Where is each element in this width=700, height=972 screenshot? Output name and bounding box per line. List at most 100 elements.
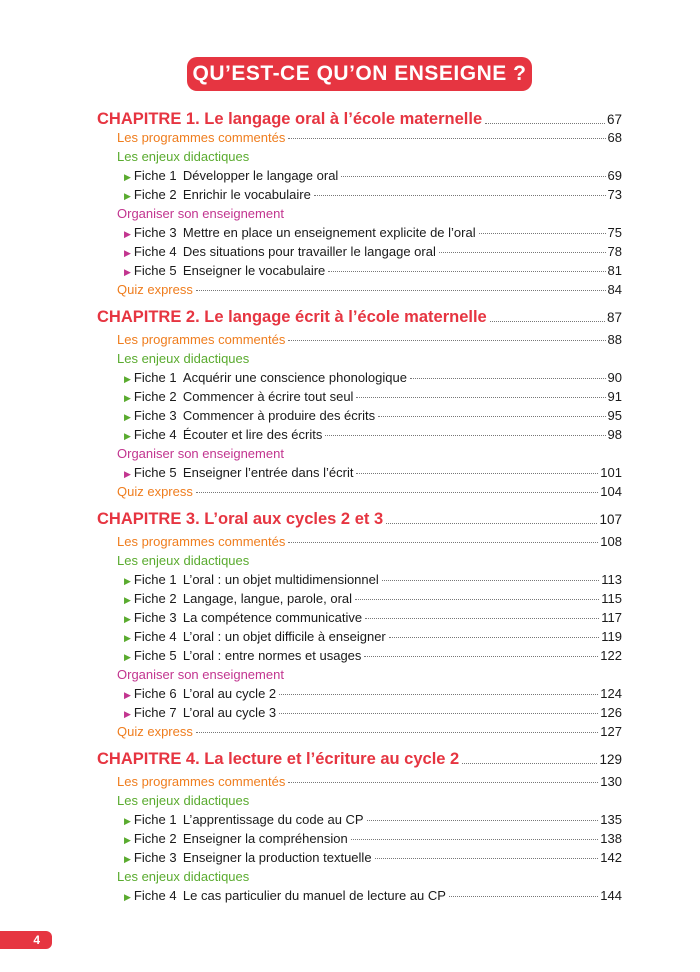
toc-fiche-entry[interactable]: ▶ Fiche 5 Enseigner l’entrée dans l’écrit 1…: [97, 465, 622, 484]
page-title: QU’EST-CE QU’ON ENSEIGNE ?: [192, 62, 527, 85]
triangle-bullet-icon: ▶: [124, 393, 131, 403]
section-label: Les enjeux didactiques: [117, 869, 250, 884]
triangle-bullet-icon: ▶: [124, 595, 131, 605]
fiche-page: 135: [600, 812, 622, 827]
fiche-page: 75: [607, 225, 622, 240]
fiche-title: L’oral : entre normes et usages: [182, 648, 362, 663]
section-label: Organiser son enseignement: [117, 206, 284, 221]
toc-section[interactable]: Les programmes commentés 130: [97, 774, 622, 793]
toc-section[interactable]: Quiz express 84: [97, 282, 622, 301]
chapter-heading[interactable]: CHAPITRE 1. Le langage oral à l’école ma…: [97, 108, 622, 130]
toc-section: Les enjeux didactiques: [97, 553, 622, 572]
toc-section[interactable]: Les programmes commentés 108: [97, 534, 622, 553]
toc-fiche-entry[interactable]: ▶ Fiche 3 Commencer à produire des écrits 9…: [97, 408, 622, 427]
fiche-label-group: ▶ Fiche 3 Commencer à produire des écrits: [124, 408, 375, 423]
fiche-label-group: ▶ Fiche 2 Commencer à écrire tout seul: [124, 389, 353, 404]
toc-fiche-entry[interactable]: ▶ Fiche 1 L’apprentissage du code au CP 135: [97, 812, 622, 831]
fiche-number: Fiche 4: [133, 427, 177, 442]
toc-fiche-entry[interactable]: ▶ Fiche 4 Des situations pour travailler l…: [97, 244, 622, 263]
triangle-bullet-icon: ▶: [124, 816, 131, 826]
chapter-heading[interactable]: CHAPITRE 3. L’oral aux cycles 2 et 3 107: [97, 503, 622, 534]
section-page: 130: [600, 774, 622, 789]
fiche-title: L’oral : un objet difficile à enseigner: [182, 629, 386, 644]
toc-fiche-entry[interactable]: ▶ Fiche 3 La compétence communicative 117: [97, 610, 622, 629]
toc-section: Organiser son enseignement: [97, 446, 622, 465]
dot-leader: [313, 195, 606, 196]
fiche-number: Fiche 1: [133, 572, 177, 587]
fiche-number: Fiche 5: [133, 263, 177, 278]
fiche-label-group: ▶ Fiche 2 Langage, langue, parole, oral: [124, 591, 352, 606]
toc-fiche-entry[interactable]: ▶ Fiche 7 L’oral au cycle 3 126: [97, 705, 622, 724]
toc-fiche-entry[interactable]: ▶ Fiche 1 Développer le langage oral 69: [97, 168, 622, 187]
dot-leader: [288, 138, 606, 139]
dot-leader: [341, 176, 606, 177]
dot-leader: [489, 321, 605, 322]
toc-fiche-entry[interactable]: ▶ Fiche 5 Enseigner le vocabulaire 81: [97, 263, 622, 282]
section-page: 127: [600, 724, 622, 739]
toc-section[interactable]: Les programmes commentés 88: [97, 332, 622, 351]
dot-leader: [448, 896, 599, 897]
toc-section: Organiser son enseignement: [97, 206, 622, 225]
fiche-number: Fiche 4: [133, 888, 177, 903]
fiche-title: Enseigner le vocabulaire: [182, 263, 326, 278]
toc-fiche-entry[interactable]: ▶ Fiche 4 L’oral : un objet difficile à en…: [97, 629, 622, 648]
toc-fiche-entry[interactable]: ▶ Fiche 4 Le cas particulier du manuel de …: [97, 888, 622, 907]
fiche-page: 98: [607, 427, 622, 442]
fiche-label-group: ▶ Fiche 4 Écouter et lire des écrits: [124, 427, 322, 442]
table-of-contents: CHAPITRE 1. Le langage oral à l’école ma…: [97, 108, 622, 907]
fiche-title: Commencer à produire des écrits: [182, 408, 376, 423]
chapter-page: 129: [599, 752, 622, 767]
fiche-label-group: ▶ Fiche 5 L’oral : entre normes et usages: [124, 648, 361, 663]
fiche-label-group: ▶ Fiche 1 L’oral : un objet multidimension…: [124, 572, 379, 587]
page-number-badge: 4: [0, 931, 52, 949]
toc-fiche-entry[interactable]: ▶ Fiche 2 Commencer à écrire tout seul 91: [97, 389, 622, 408]
toc-section: Les enjeux didactiques: [97, 869, 622, 888]
toc-fiche-entry[interactable]: ▶ Fiche 5 L’oral : entre normes et usages 1…: [97, 648, 622, 667]
fiche-number: Fiche 1: [133, 812, 177, 827]
toc-fiche-entry[interactable]: ▶ Fiche 4 Écouter et lire des écrits 98: [97, 427, 622, 446]
dot-leader: [462, 763, 598, 764]
chapter-page: 87: [606, 310, 622, 325]
section-label: Organiser son enseignement: [117, 446, 284, 461]
toc-fiche-entry[interactable]: ▶ Fiche 3 Mettre en place un enseignement …: [97, 225, 622, 244]
fiche-label-group: ▶ Fiche 2 Enseigner la compréhension: [124, 831, 348, 846]
toc-fiche-entry[interactable]: ▶ Fiche 3 Enseigner la production textuell…: [97, 850, 622, 869]
triangle-bullet-icon: ▶: [124, 172, 131, 182]
triangle-bullet-icon: ▶: [124, 267, 131, 277]
toc-section[interactable]: Les programmes commentés 68: [97, 130, 622, 149]
fiche-title: L’apprentissage du code au CP: [182, 812, 364, 827]
fiche-title: La compétence communicative: [182, 610, 363, 625]
toc-fiche-entry[interactable]: ▶ Fiche 2 Enrichir le vocabulaire 73: [97, 187, 622, 206]
fiche-page: 81: [607, 263, 622, 278]
fiche-label-group: ▶ Fiche 3 Enseigner la production textuell…: [124, 850, 372, 865]
fiche-label-group: ▶ Fiche 1 Acquérir une conscience phonolog…: [124, 370, 407, 385]
fiche-page: 69: [607, 168, 622, 183]
toc-fiche-entry[interactable]: ▶ Fiche 1 Acquérir une conscience phonolog…: [97, 370, 622, 389]
toc-fiche-entry[interactable]: ▶ Fiche 6 L’oral au cycle 2 124: [97, 686, 622, 705]
section-page: 88: [607, 332, 622, 347]
toc-section: Les enjeux didactiques: [97, 149, 622, 168]
fiche-page: 124: [600, 686, 622, 701]
fiche-label-group: ▶ Fiche 3 Mettre en place un enseignement …: [124, 225, 476, 240]
chapter-heading[interactable]: CHAPITRE 2. Le langage écrit à l’école m…: [97, 301, 622, 332]
toc-section[interactable]: Quiz express 127: [97, 724, 622, 743]
triangle-bullet-icon: ▶: [124, 835, 131, 845]
toc-fiche-entry[interactable]: ▶ Fiche 1 L’oral : un objet multidimension…: [97, 572, 622, 591]
fiche-title: Développer le langage oral: [182, 168, 339, 183]
dot-leader: [409, 378, 606, 379]
dot-leader: [288, 782, 599, 783]
toc-section[interactable]: Quiz express 104: [97, 484, 622, 503]
dot-leader: [366, 820, 599, 821]
toc-section: Organiser son enseignement: [97, 667, 622, 686]
toc-fiche-entry[interactable]: ▶ Fiche 2 Enseigner la compréhension 138: [97, 831, 622, 850]
fiche-number: Fiche 2: [133, 187, 177, 202]
section-label: Quiz express: [117, 484, 193, 499]
chapter-heading[interactable]: CHAPITRE 4. La lecture et l’écriture au …: [97, 743, 622, 774]
fiche-page: 78: [607, 244, 622, 259]
toc-fiche-entry[interactable]: ▶ Fiche 2 Langage, langue, parole, oral 115: [97, 591, 622, 610]
fiche-title: Mettre en place un enseignement explicit…: [182, 225, 476, 240]
section-page: 68: [607, 130, 622, 145]
dot-leader: [328, 271, 606, 272]
fiche-page: 73: [607, 187, 622, 202]
